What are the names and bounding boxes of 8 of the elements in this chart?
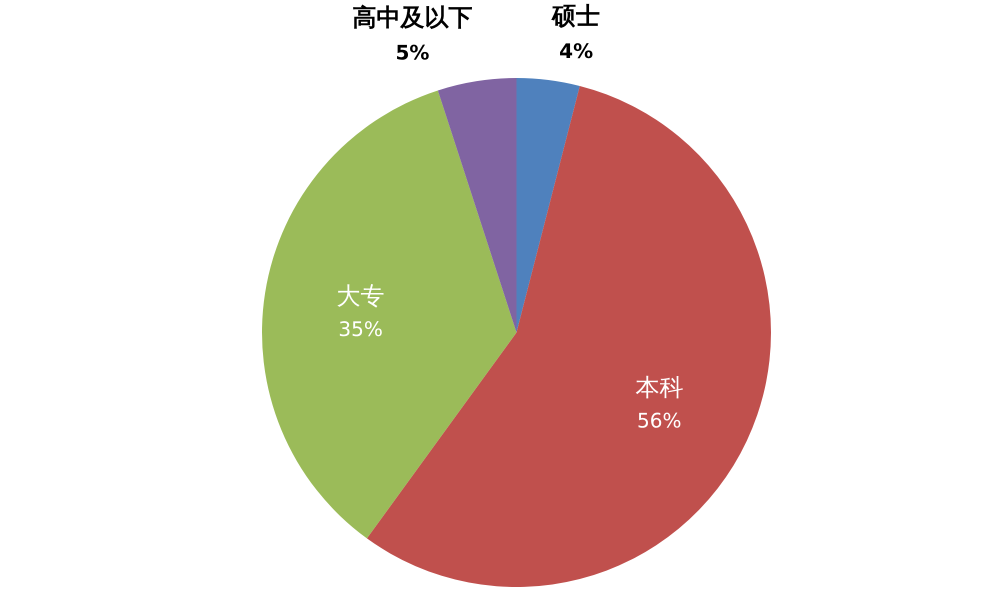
slice-label: 高中及以下 [352,3,472,32]
data-label: 56% [637,408,682,433]
data-label: 5% [396,40,430,64]
slice-label: 硕士 [551,2,600,30]
slice-label: 本科 [635,374,684,402]
slice-label: 大专 [336,282,385,310]
data-label: 4% [559,39,594,64]
data-label: 35% [338,316,383,341]
